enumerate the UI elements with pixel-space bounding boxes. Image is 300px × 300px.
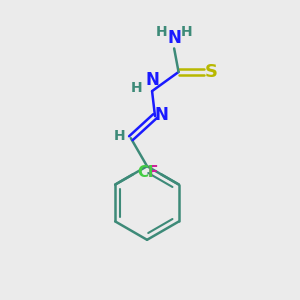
Text: N: N bbox=[167, 29, 181, 47]
Text: H: H bbox=[156, 25, 168, 39]
Text: H: H bbox=[131, 81, 142, 95]
Text: S: S bbox=[205, 63, 218, 81]
Text: Cl: Cl bbox=[137, 165, 154, 180]
Text: H: H bbox=[181, 25, 192, 39]
Text: F: F bbox=[148, 165, 158, 180]
Text: N: N bbox=[154, 106, 168, 124]
Text: N: N bbox=[145, 71, 159, 89]
Text: H: H bbox=[114, 129, 125, 143]
